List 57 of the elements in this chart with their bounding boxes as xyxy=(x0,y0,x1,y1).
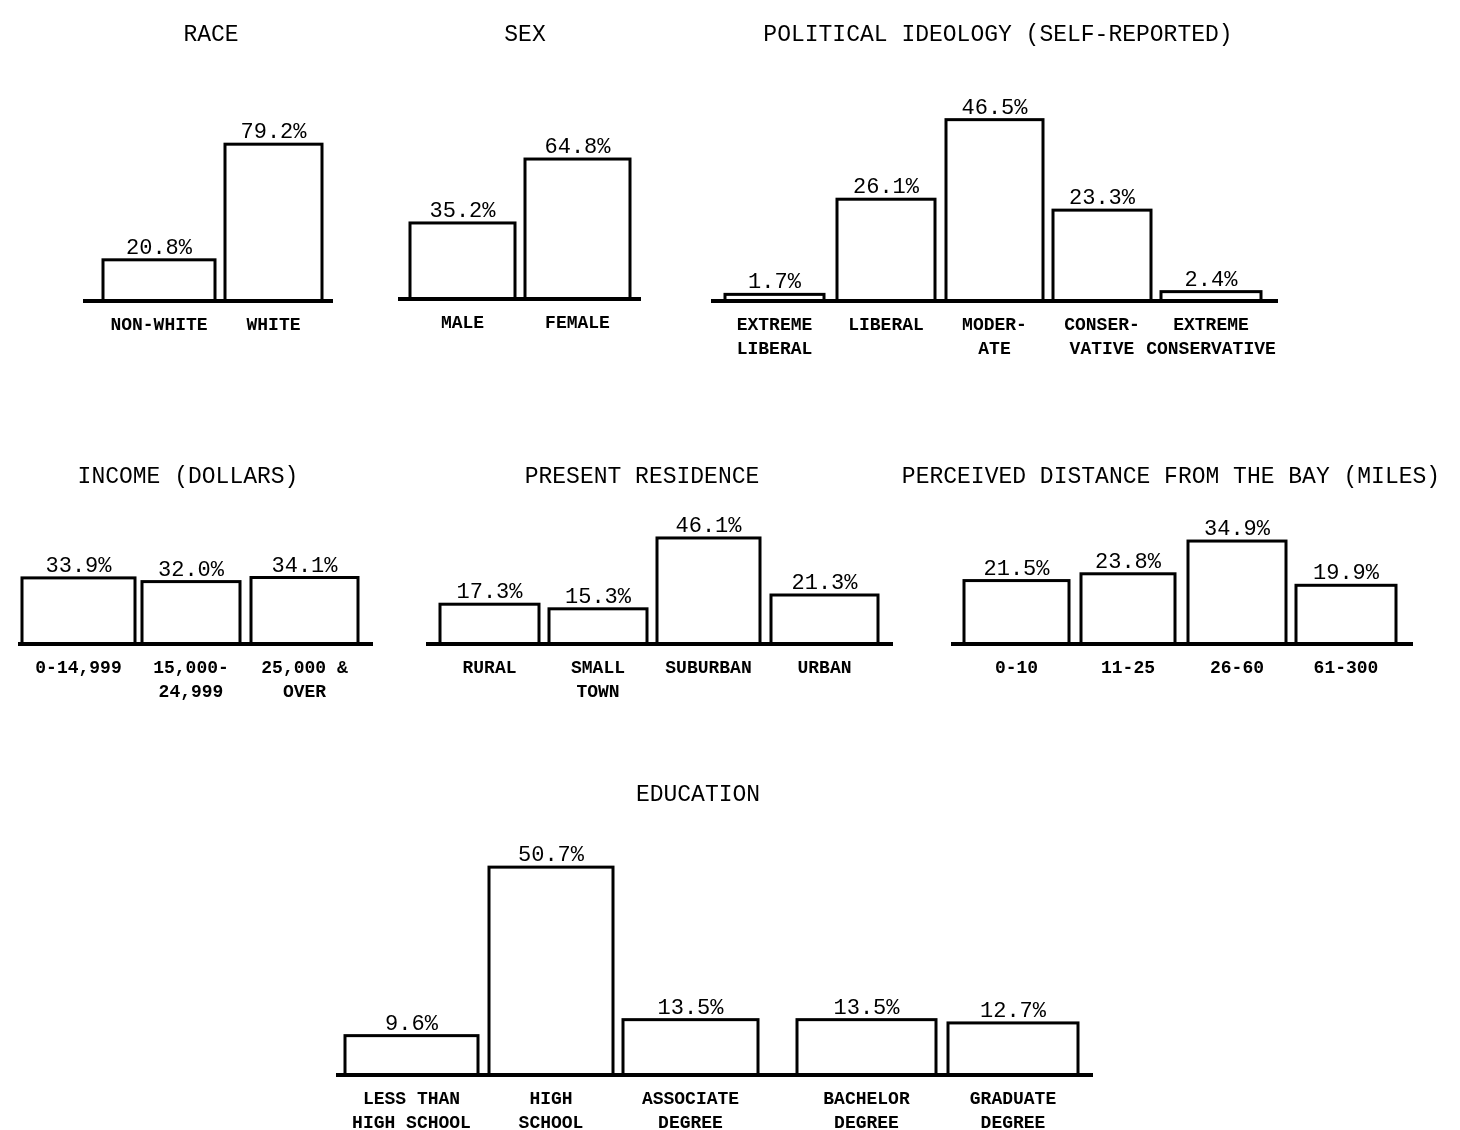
x-tick-label: WHITE xyxy=(246,315,301,335)
data-label: 23.8% xyxy=(1094,549,1162,575)
x-tick-label: URBAN xyxy=(797,658,852,678)
x-tick-label: 25,000 & OVER xyxy=(261,658,348,702)
chart-title: PRESENT RESIDENCE xyxy=(524,464,760,490)
x-tick-label: 15,000- 24,999 xyxy=(153,658,229,702)
x-tick-label: CONSER- VATIVE xyxy=(1064,315,1140,359)
x-tick-label: 0-14,999 xyxy=(35,658,122,678)
x-tick-label: 61-300 xyxy=(1313,658,1379,678)
x-tick-label: MALE xyxy=(440,313,485,333)
x-tick-label: LESS THAN HIGH SCHOOL xyxy=(352,1089,471,1130)
x-tick-label: 0-10 xyxy=(994,658,1039,678)
data-label: 21.3% xyxy=(791,571,859,597)
chart-title: POLITICAL IDEOLOGY (SELF-REPORTED) xyxy=(763,22,1233,48)
data-label: 34.1% xyxy=(271,553,339,579)
data-label: 50.7% xyxy=(517,843,585,869)
data-label: 1.7% xyxy=(748,270,802,296)
x-tick-label: HIGH SCHOOL xyxy=(518,1089,584,1130)
chart-title: PERCEIVED DISTANCE FROM THE BAY (MILES) xyxy=(901,464,1441,490)
data-label: 9.6% xyxy=(385,1011,439,1037)
x-tick-label: GRADUATE DEGREE xyxy=(969,1089,1057,1130)
data-label: 32.0% xyxy=(157,557,225,583)
chart-title: INCOME (DOLLARS) xyxy=(77,464,299,490)
data-label: 15.3% xyxy=(564,584,632,610)
data-label: 21.5% xyxy=(983,556,1051,582)
data-label: 13.5% xyxy=(657,995,725,1021)
x-tick-label: 26-60 xyxy=(1209,658,1265,678)
data-label: 46.1% xyxy=(675,513,743,539)
chart-title: RACE xyxy=(183,22,239,48)
data-label: 17.3% xyxy=(456,580,524,606)
x-tick-label: FEMALE xyxy=(545,313,611,333)
data-label: 23.3% xyxy=(1068,186,1136,212)
x-tick-label: SUBURBAN xyxy=(665,658,752,678)
data-label: 33.9% xyxy=(45,553,113,579)
data-label: 19.9% xyxy=(1312,561,1380,587)
data-label: 46.5% xyxy=(961,95,1029,121)
x-tick-label: NON-WHITE xyxy=(110,315,208,335)
data-label: 26.1% xyxy=(852,175,920,201)
data-label: 79.2% xyxy=(240,120,308,146)
chart-title: EDUCATION xyxy=(635,782,761,808)
data-label: 64.8% xyxy=(544,135,612,161)
data-label: 34.9% xyxy=(1203,517,1271,543)
x-tick-label: MODER- ATE xyxy=(962,315,1027,359)
x-tick-label: BACHELOR DEGREE xyxy=(823,1089,910,1130)
data-label: 2.4% xyxy=(1184,267,1239,293)
data-label: 35.2% xyxy=(429,198,497,224)
data-label: 12.7% xyxy=(979,998,1047,1024)
x-tick-label: RURAL xyxy=(462,658,517,678)
x-tick-label: 11-25 xyxy=(1100,658,1156,678)
data-label: 20.8% xyxy=(125,235,193,261)
x-tick-label: SMALL TOWN xyxy=(570,658,626,702)
chart-title: SEX xyxy=(504,22,546,48)
x-tick-label: EXTREME CONSERVATIVE xyxy=(1146,315,1277,359)
x-tick-label: EXTREME LIBERAL xyxy=(736,315,813,359)
data-label: 13.5% xyxy=(833,995,901,1021)
x-tick-label: LIBERAL xyxy=(848,315,924,335)
x-tick-label: ASSOCIATE DEGREE xyxy=(641,1089,740,1130)
